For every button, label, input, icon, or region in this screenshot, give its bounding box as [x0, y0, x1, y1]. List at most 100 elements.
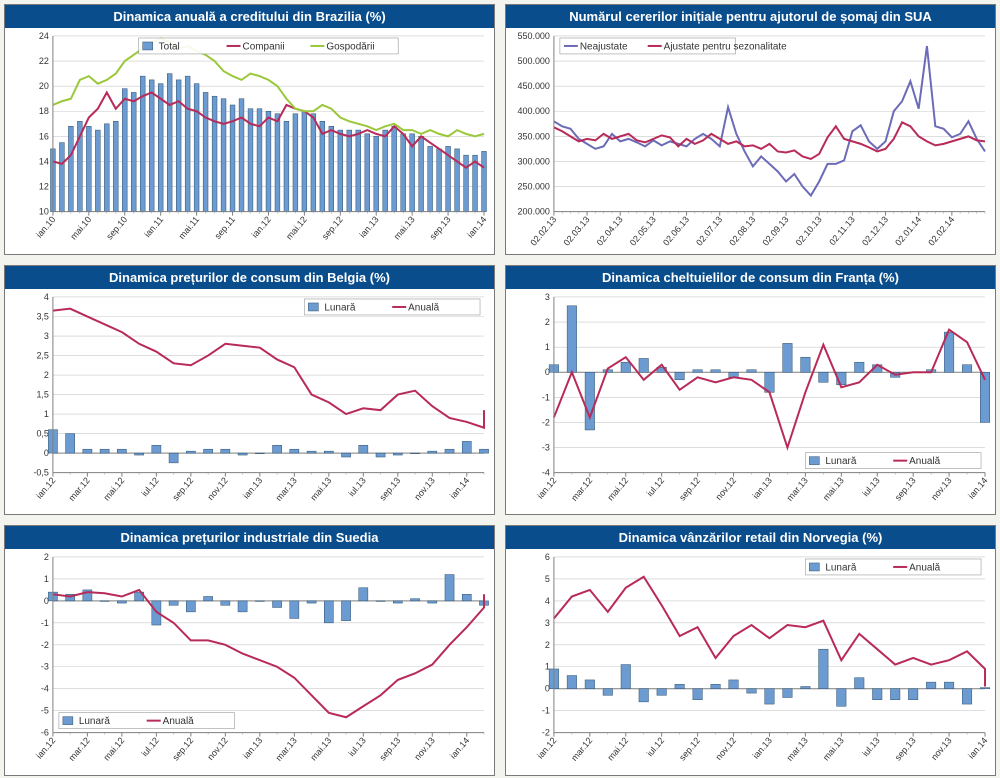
svg-text:mai.13: mai.13 [392, 214, 417, 241]
svg-text:02.04.13: 02.04.13 [595, 214, 625, 247]
svg-text:02.06.13: 02.06.13 [661, 214, 691, 247]
svg-text:mai.13: mai.13 [308, 475, 333, 502]
chart-title: Dinamica vânzărilor retail din Norvegia … [506, 526, 995, 549]
svg-text:sep.13: sep.13 [428, 214, 453, 241]
svg-text:sep.10: sep.10 [104, 214, 129, 241]
svg-text:200.000: 200.000 [517, 207, 549, 217]
svg-text:Ajustate pentru sezonalitate: Ajustate pentru sezonalitate [664, 41, 787, 52]
svg-text:Lunară: Lunară [825, 563, 856, 574]
svg-text:-6: -6 [41, 728, 49, 738]
chart-title: Dinamica prețurilor industriale din Sued… [5, 526, 494, 549]
svg-text:iul.13: iul.13 [860, 736, 881, 759]
svg-text:iul.13: iul.13 [346, 475, 367, 498]
svg-text:02.01.14: 02.01.14 [893, 214, 923, 247]
svg-text:Companii: Companii [243, 41, 285, 52]
svg-text:02.11.13: 02.11.13 [827, 214, 857, 247]
chart-title: Dinamica cheltuielilor de consum din Fra… [506, 266, 995, 289]
svg-text:Gospodării: Gospodării [326, 41, 374, 52]
svg-text:0,5: 0,5 [36, 428, 48, 438]
svg-text:mar.13: mar.13 [274, 736, 299, 763]
svg-text:iul.12: iul.12 [645, 736, 666, 759]
svg-text:ian.14: ian.14 [966, 475, 989, 500]
chart-panel-usa: Numărul cererilor inițiale pentru ajutor… [505, 4, 996, 255]
svg-text:ian.14: ian.14 [448, 475, 471, 500]
svg-text:-5: -5 [41, 706, 49, 716]
svg-text:sep.12: sep.12 [677, 736, 702, 763]
svg-text:ian.12: ian.12 [34, 475, 57, 500]
svg-text:-1: -1 [542, 392, 550, 402]
chart-panel-brazil: Dinamica anuală a creditului din Brazili… [4, 4, 495, 255]
svg-text:3: 3 [545, 292, 550, 302]
svg-text:sep.13: sep.13 [893, 475, 918, 502]
svg-text:iul.12: iul.12 [139, 736, 160, 759]
svg-text:ian.11: ian.11 [142, 214, 165, 239]
svg-text:350.000: 350.000 [517, 131, 549, 141]
svg-text:sep.12: sep.12 [677, 475, 702, 502]
chart-panel-sweden: Dinamica prețurilor industriale din Sued… [4, 525, 495, 776]
svg-text:2: 2 [44, 370, 49, 380]
svg-text:550.000: 550.000 [517, 31, 549, 41]
svg-text:Neajustate: Neajustate [580, 41, 628, 52]
svg-text:02.10.13: 02.10.13 [794, 214, 824, 247]
svg-text:mar.12: mar.12 [67, 475, 92, 502]
svg-text:nov.12: nov.12 [205, 736, 230, 763]
svg-text:-0,5: -0,5 [33, 467, 48, 477]
svg-text:3: 3 [44, 331, 49, 341]
svg-text:5: 5 [545, 574, 550, 584]
chart-plot: -6-5-4-3-2-1012ian.12mar.12mai.12iul.12s… [5, 549, 494, 775]
svg-text:16: 16 [39, 131, 49, 141]
svg-text:6: 6 [545, 552, 550, 562]
svg-text:iul.12: iul.12 [645, 475, 666, 498]
svg-text:400.000: 400.000 [517, 106, 549, 116]
svg-text:ian.13: ian.13 [357, 214, 380, 239]
svg-text:mai.12: mai.12 [605, 736, 630, 763]
svg-text:1: 1 [545, 342, 550, 352]
svg-text:4: 4 [545, 596, 550, 606]
svg-text:300.000: 300.000 [517, 156, 549, 166]
svg-text:2,5: 2,5 [36, 350, 48, 360]
svg-text:1,5: 1,5 [36, 389, 48, 399]
svg-text:mar.13: mar.13 [274, 475, 299, 502]
svg-text:1: 1 [44, 574, 49, 584]
svg-text:-1: -1 [542, 706, 550, 716]
svg-text:ian.12: ian.12 [250, 214, 273, 239]
svg-text:Anuală: Anuală [909, 563, 940, 574]
svg-text:4: 4 [44, 292, 49, 302]
svg-text:mar.13: mar.13 [785, 475, 810, 502]
svg-text:mai.13: mai.13 [308, 736, 333, 763]
svg-text:mai.12: mai.12 [101, 736, 126, 763]
svg-text:1: 1 [44, 409, 49, 419]
svg-text:2: 2 [545, 640, 550, 650]
svg-text:sep.12: sep.12 [170, 475, 195, 502]
svg-text:sep.12: sep.12 [170, 736, 195, 763]
svg-text:iul.12: iul.12 [139, 475, 160, 498]
svg-text:Anuală: Anuală [163, 716, 194, 727]
chart-grid: Dinamica anuală a creditului din Brazili… [0, 0, 1000, 778]
svg-text:24: 24 [39, 31, 49, 41]
svg-text:sep.13: sep.13 [377, 475, 402, 502]
svg-text:sep.11: sep.11 [213, 214, 238, 241]
svg-text:nov.13: nov.13 [412, 475, 437, 502]
svg-text:nov.13: nov.13 [929, 736, 954, 763]
chart-panel-norway: Dinamica vânzărilor retail din Norvegia … [505, 525, 996, 776]
svg-text:Lunară: Lunară [324, 302, 355, 313]
svg-text:nov.13: nov.13 [412, 736, 437, 763]
svg-text:Lunară: Lunară [825, 456, 856, 467]
svg-text:12: 12 [39, 182, 49, 192]
svg-text:10: 10 [39, 207, 49, 217]
svg-text:mar.13: mar.13 [785, 736, 810, 763]
svg-text:nov.12: nov.12 [714, 475, 739, 502]
chart-title: Numărul cererilor inițiale pentru ajutor… [506, 5, 995, 28]
chart-panel-belgium: Dinamica prețurilor de consum din Belgia… [4, 265, 495, 516]
chart-plot: -0,500,511,522,533,54ian.12mar.12mai.12i… [5, 289, 494, 515]
svg-text:ian.12: ian.12 [535, 736, 558, 761]
chart-plot: -2-10123456ian.12mar.12mai.12iul.12sep.1… [506, 549, 995, 775]
svg-text:nov.12: nov.12 [205, 475, 230, 502]
svg-text:02.05.13: 02.05.13 [628, 214, 658, 247]
svg-text:02.07.13: 02.07.13 [694, 214, 724, 247]
svg-text:mar.12: mar.12 [67, 736, 92, 763]
chart-plot: 200.000250.000300.000350.000400.000450.0… [506, 28, 995, 254]
svg-text:14: 14 [39, 156, 49, 166]
svg-text:ian.12: ian.12 [34, 736, 57, 761]
svg-text:500.000: 500.000 [517, 56, 549, 66]
